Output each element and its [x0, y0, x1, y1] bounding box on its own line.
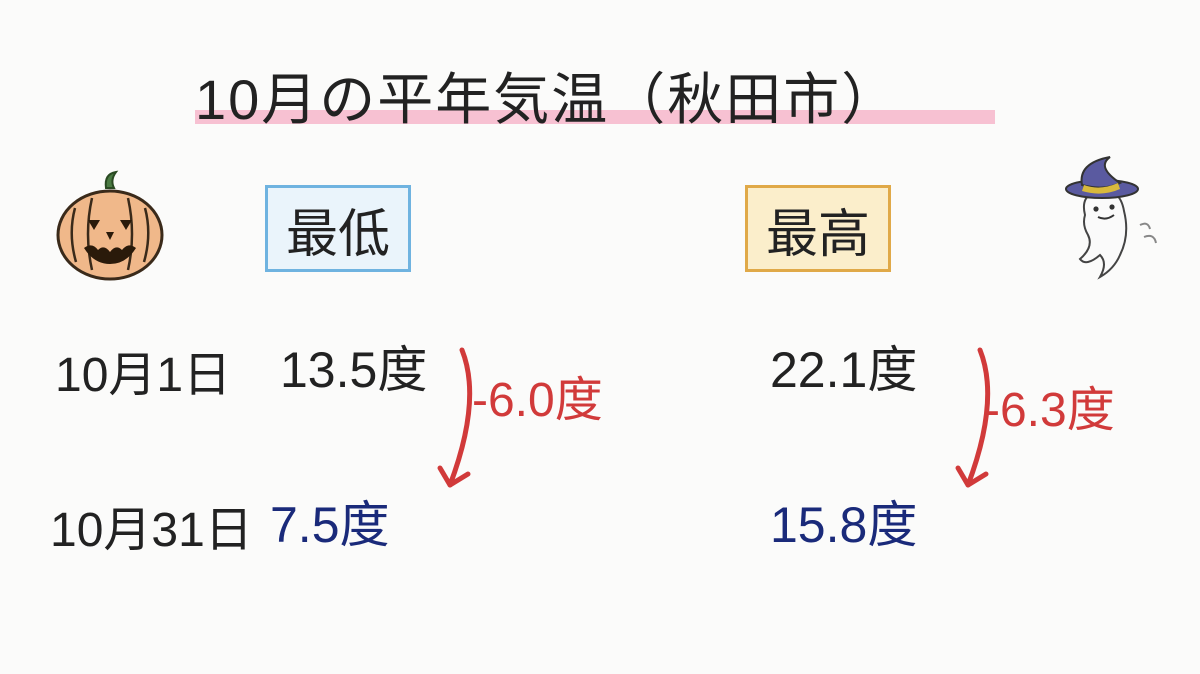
column-header-min: 最低 — [265, 185, 411, 272]
pumpkin-icon — [50, 170, 170, 285]
page-title: 10月の平年気温（秋田市） — [195, 55, 1005, 136]
value-min-oct1: 13.5度 — [280, 330, 427, 402]
delta-min: -6.0度 — [472, 360, 603, 430]
column-header-max: 最高 — [745, 185, 891, 272]
row-label-oct31: 10月31日 — [50, 490, 253, 560]
value-min-oct31: 7.5度 — [270, 485, 390, 557]
row-label-oct1: 10月1日 — [55, 335, 231, 405]
delta-max: -6.3度 — [984, 370, 1115, 440]
title-container: 10月の平年気温（秋田市） — [195, 55, 1005, 136]
value-max-oct1: 22.1度 — [770, 330, 917, 402]
ghost-icon — [1040, 155, 1170, 295]
value-max-oct31: 15.8度 — [770, 485, 917, 557]
